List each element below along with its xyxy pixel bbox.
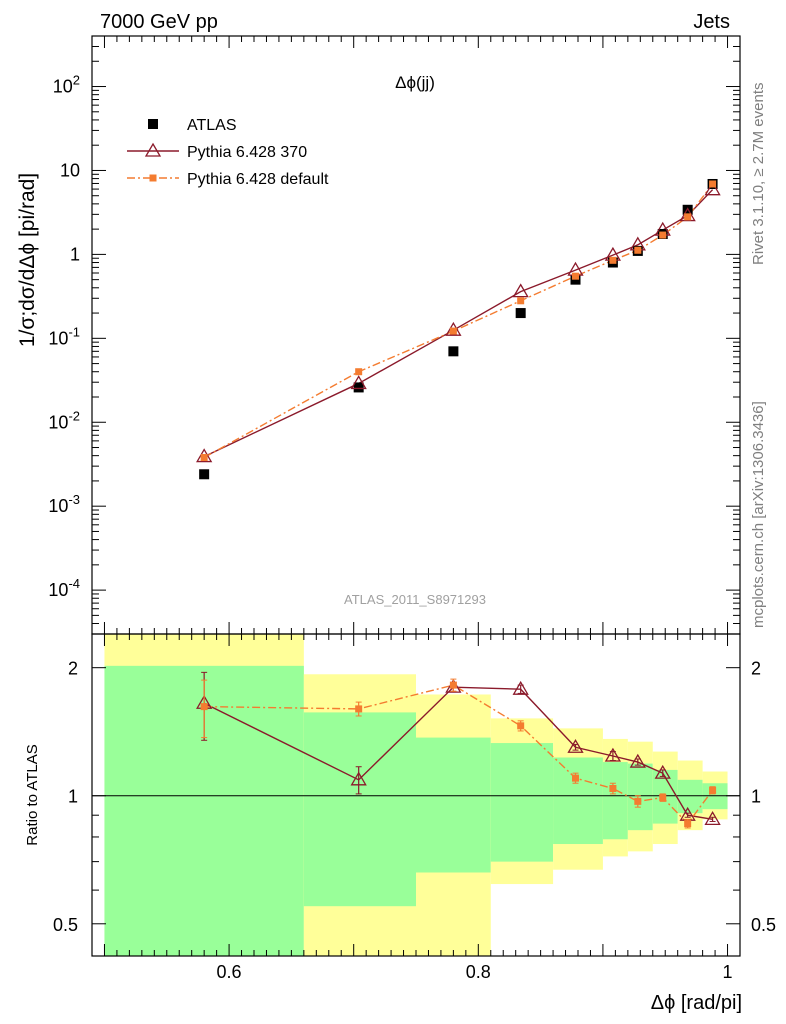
y-tick-label-4: 1 (70, 244, 80, 264)
watermark: ATLAS_2011_S8971293 (344, 592, 486, 607)
legend-label-0: ATLAS (187, 117, 237, 134)
ratio-point-s0-7 (654, 764, 671, 779)
main-point-s2-9 (709, 180, 717, 188)
ratio-point-s1-1 (355, 705, 363, 713)
main-point-s1-1 (350, 375, 367, 390)
x-tick-label-0: 0.6 (217, 962, 242, 982)
main-ylabel: 1/σ;dσ/dΔϕ [pi/rad] (16, 173, 39, 347)
band-inner-5 (602, 762, 628, 840)
legend-marker-0 (148, 119, 158, 129)
main-point-s1-3 (512, 283, 529, 298)
main-point-s2-5 (609, 256, 617, 264)
main-point-s2-6 (634, 246, 642, 254)
text-labels: 7000 GeV pp Jets Rivet 3.1.10, ≥ 2.7M ev… (16, 11, 767, 1014)
ratio-ytick-label-l-2: 2 (68, 659, 78, 679)
y-tick-label-1: 10-3 (48, 492, 80, 516)
ratio-point-s0-1 (350, 771, 367, 786)
axes (91, 35, 741, 957)
x-axis-label: Δϕ [rad/pi] (651, 992, 742, 1014)
main-point-s2-3 (517, 297, 525, 305)
ratio-point-s0-9 (704, 811, 721, 826)
band-inner-1 (303, 712, 416, 907)
ratio-point-s1-2 (449, 681, 457, 689)
main-point-s2-4 (572, 272, 580, 280)
ratio-bands (92, 634, 740, 956)
main-point-s2-7 (659, 231, 667, 239)
y-tick-label-2: 10-2 (48, 408, 80, 432)
y-tick-label-6: 102 (53, 73, 80, 97)
main-point-s2-1 (355, 368, 363, 376)
chart-title: Δϕ(jj) (395, 73, 435, 92)
y-tick-base-1: 10 (48, 496, 68, 516)
main-point-s2-0 (200, 454, 208, 462)
y-tick-label-5: 10 (60, 160, 80, 180)
ratio-line-1 (204, 684, 714, 825)
y-tick-label-0: 10-4 (48, 576, 80, 600)
main-line-1 (203, 189, 714, 458)
main-point-s1-9 (704, 181, 721, 196)
legend-label-1: Pythia 6.428 370 (187, 144, 307, 161)
ratio-ytick-label-r-0: 0.5 (751, 915, 776, 935)
band-inner-2 (416, 737, 491, 873)
ratio-point-s1-8 (684, 820, 692, 828)
main-point-s0-2 (448, 346, 459, 357)
ratio-point-s1-5 (609, 784, 617, 792)
legend-label-2: Pythia 6.428 default (187, 171, 329, 188)
ratio-point-s1-6 (634, 797, 642, 805)
y-tick-base-0: 10 (48, 580, 68, 600)
ratio-ytick-label-l-0: 0.5 (53, 915, 78, 935)
y-tick-label-3: 10-1 (48, 324, 80, 348)
band-inner-6 (627, 763, 653, 831)
x-tick-label-1: 0.8 (466, 962, 491, 982)
main-point-s0-1 (353, 382, 364, 393)
ratio-point-s1-4 (572, 774, 580, 782)
y-tick-exp-3: -1 (68, 324, 80, 339)
ratio-point-s0-6 (629, 753, 646, 768)
main-point-s2-8 (684, 213, 692, 221)
ratio-point-s0-5 (604, 747, 622, 762)
ratio-ylabel: Ratio to ATLAS (24, 744, 41, 845)
y-tick-base-2: 10 (48, 412, 68, 432)
band-inner-8 (677, 779, 703, 814)
y-tick-base-6: 10 (53, 77, 73, 97)
mcplots-label: mcplots.cern.ch [arXiv:1306.3436] (750, 401, 767, 628)
header-left: 7000 GeV pp (100, 11, 218, 33)
legend: ATLAS Pythia 6.428 370 Pythia 6.428 defaul… (127, 117, 329, 188)
ratio-point-s1-3 (517, 722, 525, 730)
main-point-s0-3 (515, 308, 526, 319)
main-point-s0-0 (199, 469, 210, 480)
y-tick-exp-2: -2 (68, 408, 80, 423)
ratio-point-s0-4 (567, 738, 584, 753)
band-inner-4 (553, 757, 603, 845)
ratio-ytick-label-l-1: 1 (68, 787, 78, 807)
ratio-ytick-label-r-1: 1 (751, 787, 761, 807)
y-tick-base-3: 10 (48, 328, 68, 348)
main-point-s2-2 (449, 327, 457, 335)
legend-marker-2 (149, 174, 157, 182)
ratio-point-s1-7 (659, 794, 667, 802)
ratio-point-s1-9 (709, 786, 717, 794)
main-line-2 (203, 183, 714, 459)
y-tick-exp-1: -3 (68, 492, 80, 507)
series-lines (203, 183, 714, 825)
rivet-label: Rivet 3.1.10, ≥ 2.7M events (750, 83, 767, 266)
y-tick-exp-0: -4 (68, 576, 80, 591)
y-tick-exp-6: 2 (73, 73, 80, 88)
header-right: Jets (693, 11, 730, 33)
x-tick-label-2: 1 (723, 962, 733, 982)
ratio-ytick-label-r-2: 2 (751, 659, 761, 679)
ratio-point-s0-3 (512, 680, 529, 695)
legend-marker-1 (144, 142, 162, 157)
data-points (196, 178, 721, 829)
ratio-line-0 (203, 686, 713, 821)
band-inner-3 (490, 743, 554, 862)
ratio-point-s1-0 (200, 703, 208, 711)
